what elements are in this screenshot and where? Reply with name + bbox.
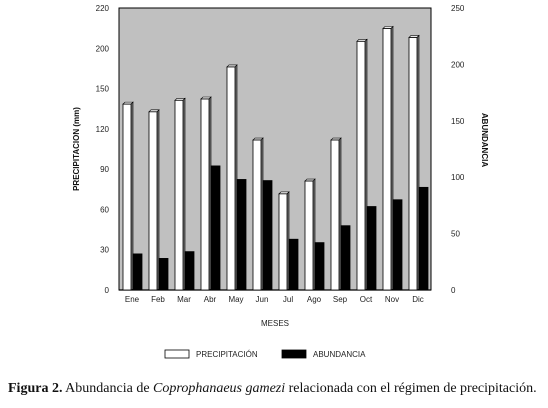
y-tick-right-label: 100	[451, 173, 465, 182]
bar-abundancia	[210, 165, 221, 291]
x-tick-label: Ene	[125, 295, 140, 304]
bar-precipitacion	[252, 139, 262, 291]
y-tick-left-label: 60	[100, 205, 109, 214]
bar-abundancia	[184, 251, 195, 291]
bar-abundancia	[418, 186, 429, 291]
x-tick-label: Feb	[151, 295, 165, 304]
y-axis-right-title: ABUNDANCIA	[480, 113, 489, 167]
bar-precipitacion	[304, 180, 314, 291]
bar-precipitacion	[122, 103, 132, 291]
x-axis-title: MESES	[261, 319, 289, 328]
bar-precipitacion	[174, 99, 184, 291]
chart: 0 30 60 90 120 150 200 220 0 50 100 150 200 250 PRECIP…	[72, 4, 489, 359]
y-tick-left-label: 0	[105, 286, 110, 295]
bar-precipitacion	[330, 139, 340, 291]
bar-precipitacion	[148, 111, 158, 291]
legend-label-precipitacion: PRECIPITACIÓN	[196, 350, 258, 359]
caption-text-before: Abundancia de	[62, 381, 154, 396]
bar-abundancia	[262, 180, 273, 291]
x-tick-label: Nov	[385, 295, 399, 304]
caption-text-after: relacionada con el régimen de precipitac…	[285, 381, 537, 396]
x-tick-label: May	[228, 295, 243, 304]
bar-precipitacion	[382, 28, 392, 291]
y-tick-right-label: 150	[451, 117, 465, 126]
legend-swatch-precipitacion	[164, 349, 190, 359]
legend-label-abundancia: ABUNDANCIA	[313, 350, 366, 359]
y-tick-left-label: 30	[100, 246, 109, 255]
caption-species: Coprophanaeus gamezi	[153, 381, 286, 396]
y-tick-left-label: 90	[100, 165, 109, 174]
y-tick-right-label: 50	[451, 230, 460, 239]
bar-precipitacion	[408, 37, 418, 291]
bar-abundancia	[288, 238, 299, 291]
bar-abundancia	[158, 258, 169, 291]
x-tick-label: Mar	[177, 295, 191, 304]
y-tick-left-label: 120	[96, 125, 110, 134]
y-tick-right-label: 200	[451, 60, 465, 69]
x-tick-label: Jul	[283, 295, 293, 304]
x-tick-label: Dic	[412, 295, 424, 304]
bar-precipitacion	[356, 40, 366, 291]
bar-abundancia	[314, 242, 325, 291]
bar-precipitacion	[278, 193, 288, 291]
y-axis-left-title: PRECIPITACION (mm)	[72, 107, 81, 191]
bar-precipitacion	[200, 98, 210, 291]
y-tick-left-label: 150	[96, 85, 110, 94]
y-tick-right-label: 250	[451, 4, 465, 13]
bar-abundancia	[236, 179, 247, 291]
x-tick-label: Oct	[360, 295, 373, 304]
figure-caption: Figura 2. Abundancia de Coprophanaeus ga…	[8, 381, 548, 397]
y-tick-left-label: 200	[96, 44, 110, 53]
bar-abundancia	[340, 225, 351, 291]
x-tick-label: Sep	[333, 295, 348, 304]
x-tick-label: Ago	[307, 295, 322, 304]
x-tick-label: Abr	[204, 295, 217, 304]
bar-precipitacion	[226, 66, 236, 291]
bar-abundancia	[366, 206, 377, 291]
caption-label: Figura 2.	[8, 381, 63, 396]
bar-abundancia	[392, 199, 403, 291]
y-tick-left-label: 220	[96, 4, 110, 13]
bar-abundancia	[132, 253, 143, 291]
plot-area	[118, 7, 432, 291]
x-tick-label: Jun	[256, 295, 269, 304]
legend-swatch-abundancia	[281, 349, 307, 359]
y-tick-right-label: 0	[451, 286, 456, 295]
